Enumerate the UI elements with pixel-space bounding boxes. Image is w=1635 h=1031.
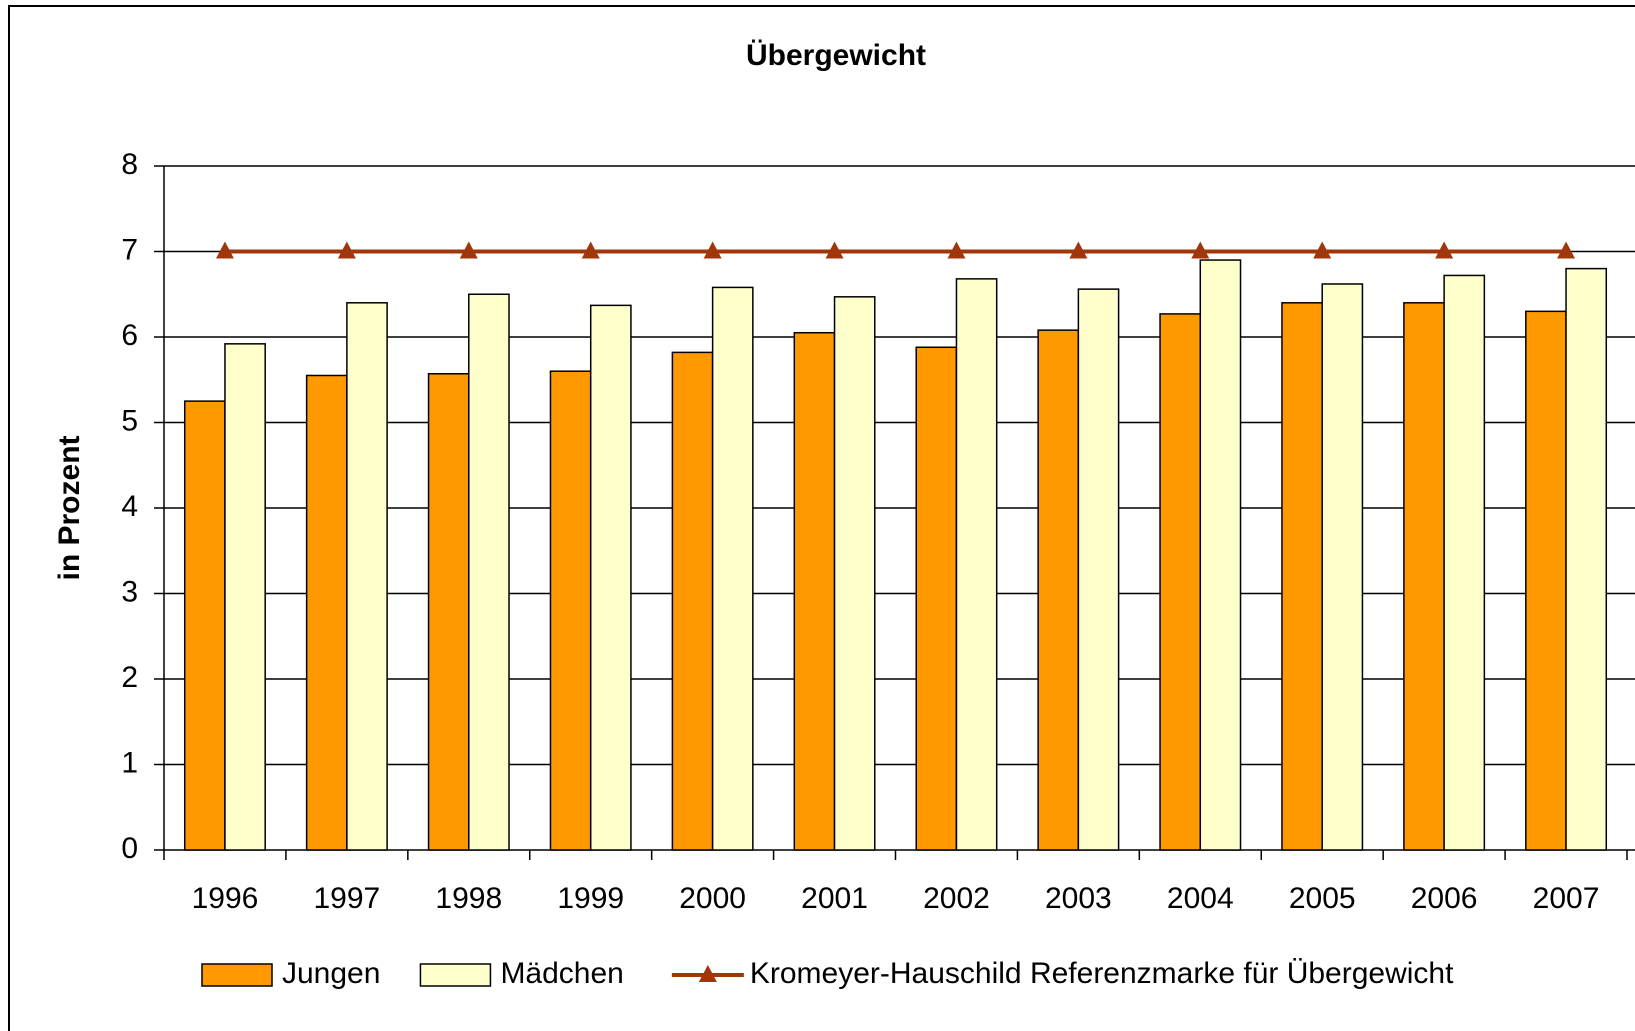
bar: [589, 304, 632, 851]
bar: [549, 370, 592, 851]
bar: [183, 400, 226, 851]
legend-marker: [698, 965, 717, 982]
bar: [1321, 283, 1364, 851]
bar: [1525, 310, 1567, 851]
bar: [1403, 302, 1445, 851]
bar: [1077, 288, 1120, 851]
y-tick-label: 0: [121, 832, 138, 865]
bar: [711, 286, 754, 851]
y-tick-label: 6: [121, 319, 138, 352]
marker: [947, 241, 966, 259]
x-tick-label: 2002: [923, 882, 990, 915]
y-tick-label: 2: [121, 661, 138, 694]
y-tick-label: 5: [121, 404, 138, 437]
bar: [1281, 302, 1323, 851]
bar: [793, 331, 836, 851]
y-tick-label: 8: [121, 148, 138, 181]
legend-swatch: [201, 963, 273, 987]
bar: [1159, 313, 1202, 851]
x-tick-label: 2000: [679, 882, 746, 915]
x-tick-label: 2007: [1533, 882, 1600, 915]
marker: [825, 241, 844, 259]
bar: [1199, 259, 1242, 851]
marker: [1557, 241, 1576, 259]
bar: [346, 302, 388, 851]
bar: [468, 293, 510, 851]
bar: [955, 278, 998, 851]
marker: [1435, 241, 1454, 259]
x-tick-label: 1998: [435, 882, 502, 915]
y-tick-label: 1: [121, 746, 138, 779]
bar: [671, 351, 714, 851]
y-tick-label: 4: [121, 490, 138, 523]
bar: [833, 296, 876, 851]
bar: [915, 346, 958, 851]
y-tick-label: 3: [121, 575, 138, 608]
x-tick-label: 2001: [801, 882, 868, 915]
marker: [1069, 241, 1088, 259]
x-tick-label: 2003: [1045, 882, 1112, 915]
x-tick-label: 1999: [557, 882, 624, 915]
x-tick-label: 1996: [192, 882, 259, 915]
marker: [459, 241, 478, 259]
legend-label: Mädchen: [500, 957, 623, 990]
x-tick-label: 2006: [1411, 882, 1478, 915]
y-tick-label: 7: [121, 233, 138, 266]
bar: [224, 343, 266, 851]
marker: [703, 241, 722, 259]
bar: [1443, 274, 1486, 851]
bar: [1037, 329, 1080, 851]
bar: [427, 373, 470, 851]
x-tick-label: 1997: [314, 882, 381, 915]
bar: [305, 374, 348, 851]
legend-label: Jungen: [282, 957, 380, 990]
x-tick-label: 2005: [1289, 882, 1356, 915]
marker: [337, 241, 356, 259]
chart-title: Übergewicht: [746, 39, 926, 72]
marker: [1313, 241, 1332, 259]
y-axis-label: in Prozent: [53, 435, 86, 580]
bar: [1565, 267, 1608, 851]
legend-label: Kromeyer-Hauschild Referenzmarke für Übe…: [750, 957, 1454, 990]
x-tick-label: 2004: [1167, 882, 1234, 915]
marker: [215, 241, 234, 259]
legend-swatch: [419, 963, 492, 987]
marker: [581, 241, 600, 259]
marker: [1191, 241, 1210, 259]
